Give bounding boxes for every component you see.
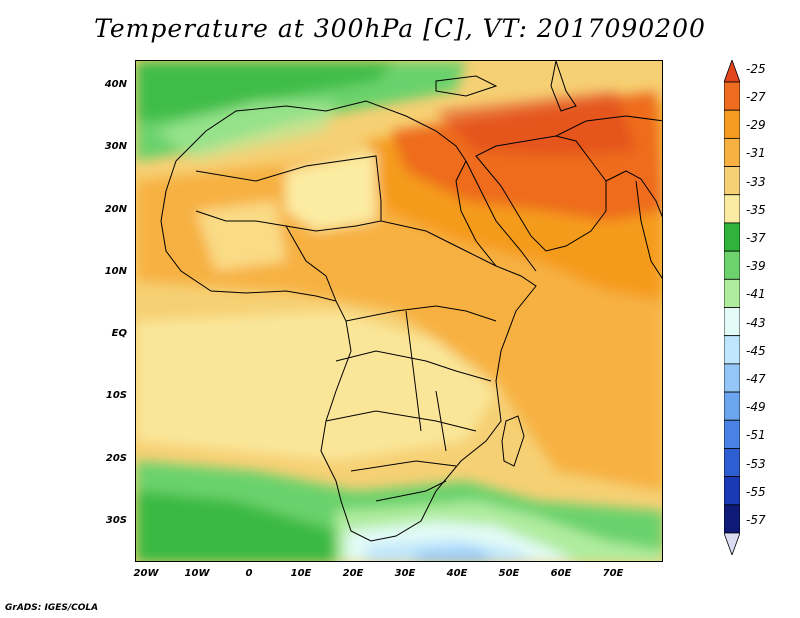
colorbar-label: -49 [746,400,766,415]
lon-label-10w: 10W [184,568,210,579]
colorbar-label: -25 [746,61,766,76]
colorbar-top-triangle [724,60,740,83]
colorbar-label: -37 [746,231,766,246]
colorbar-label: -41 [746,287,766,302]
lat-label-40n: 40N [104,79,127,90]
colorbar-label: -57 [746,512,766,527]
lat-label-30n: 30N [104,141,127,152]
coastlines [160,61,662,542]
colorbar [724,60,740,555]
lat-label-30s: 30S [105,515,127,526]
lon-label-10e: 10E [290,568,312,579]
temperature-map [135,60,663,562]
colorbar-label: -27 [746,90,766,105]
colorbar-box [724,419,740,449]
lon-label-20w: 20W [133,568,159,579]
colorbar-label: -39 [746,259,766,274]
colorbar-label: -33 [746,174,766,189]
colorbar-box [724,391,740,421]
grads-credit: GrADS: IGES/COLA [5,603,99,613]
lon-label-20e: 20E [342,568,364,579]
lon-label-50e: 50E [498,568,520,579]
colorbar-label: -45 [746,343,766,358]
colorbar-label: -29 [746,118,766,133]
colorbar-label: -53 [746,456,766,471]
colorbar-box [724,448,740,478]
colorbar-label: -35 [746,202,766,217]
lon-label-30e: 30E [394,568,416,579]
lon-label-70e: 70E [602,568,624,579]
lon-label-40e: 40E [446,568,468,579]
temperature-field [136,61,662,561]
colorbar-label: -47 [746,371,766,386]
colorbar-label: -43 [746,315,766,330]
colorbar-box [724,137,740,167]
lat-label-10n: 10N [104,266,127,277]
colorbar-box [724,222,740,252]
colorbar-box [724,194,740,224]
colorbar-box [724,166,740,196]
colorbar-box [724,307,740,337]
colorbar-box [724,335,740,365]
colorbar-label: -55 [746,484,766,499]
colorbar-bottom-triangle [724,532,740,555]
colorbar-label: -51 [746,428,766,443]
lon-label-60e: 60E [550,568,572,579]
colorbar-label: -31 [746,146,766,161]
colorbar-box [724,476,740,506]
colorbar-box [724,250,740,280]
lon-label-0: 0 [245,568,253,579]
lat-label-20n: 20N [104,204,127,215]
lat-label-20s: 20S [105,453,127,464]
lat-label-eq: EQ [111,328,127,339]
map-title: Temperature at 300hPa [C], VT: 201709020… [94,14,706,43]
lat-label-10s: 10S [105,390,127,401]
colorbar-box [724,278,740,308]
colorbar-box [724,504,740,534]
colorbar-box [724,109,740,139]
colorbar-box [724,81,740,111]
colorbar-box [724,363,740,393]
